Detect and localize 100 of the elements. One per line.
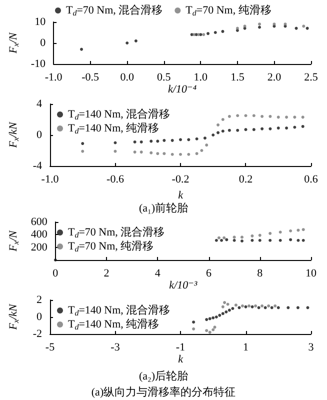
point [162, 138, 166, 142]
point [248, 304, 251, 308]
x-tick-label: -1.0 [44, 72, 63, 84]
point [240, 236, 244, 239]
x-tick-label: 2.0 [267, 72, 282, 84]
point [80, 48, 84, 51]
point [226, 302, 230, 306]
point [179, 138, 182, 142]
point [221, 312, 224, 316]
point [205, 318, 208, 322]
x-tick-label: 4 [154, 268, 161, 280]
y-tick-label: 200 [30, 241, 48, 254]
point [218, 314, 222, 317]
point [268, 232, 272, 235]
point [214, 31, 217, 34]
point [208, 317, 212, 320]
point [258, 238, 262, 242]
x-tick-label: 1.0 [194, 72, 208, 84]
point [276, 116, 280, 119]
point [286, 306, 290, 310]
point [224, 310, 228, 314]
x-tick-label: -1.0 [41, 174, 60, 186]
point [221, 30, 224, 33]
y-tick-label: -4 [32, 160, 42, 172]
point [114, 150, 117, 153]
point [114, 141, 117, 144]
y-tick-label: 2 [36, 294, 42, 306]
point [208, 330, 212, 334]
x-tick-label: 0.0 [120, 72, 134, 84]
point [214, 316, 218, 318]
x-tick-label: 1.5 [230, 72, 245, 84]
point [205, 144, 208, 147]
y-tick-label: 600 [30, 216, 48, 228]
point [250, 234, 254, 238]
point [150, 151, 153, 154]
x-axis-title: k [178, 189, 184, 202]
point [278, 230, 282, 234]
text: (a₁)前轮胎 [138, 202, 188, 214]
x-tick-label: -0.6 [106, 174, 124, 186]
x-tick-label: 8 [257, 268, 264, 280]
point [133, 140, 136, 144]
y-axis-title: Fx/N [8, 230, 20, 252]
point [195, 137, 198, 140]
point [258, 22, 262, 26]
point [228, 114, 231, 118]
point [192, 320, 196, 324]
point [205, 329, 208, 332]
point [240, 240, 244, 242]
x-tick-label: 0.2 [238, 174, 253, 186]
point [276, 306, 280, 310]
point [214, 238, 218, 242]
point [285, 116, 288, 119]
point [192, 327, 196, 330]
point [150, 140, 153, 143]
x-tick-label: 6 [206, 268, 212, 280]
x-tick-label: -0.5 [82, 72, 100, 84]
point [236, 114, 240, 118]
point [296, 238, 300, 242]
point [285, 126, 288, 130]
point [140, 140, 143, 144]
point [221, 305, 224, 308]
point [187, 152, 190, 156]
x-tick-label: 0.6 [304, 174, 318, 186]
x-axis-title: k [178, 354, 184, 366]
point [244, 114, 248, 118]
x-tick-label: -0.2 [172, 174, 190, 186]
point [258, 26, 262, 29]
point [156, 152, 160, 156]
point [252, 114, 256, 118]
y-tick-label: 0 [36, 311, 42, 323]
point [221, 118, 224, 121]
x-tick-label: 2 [104, 268, 110, 280]
point [302, 24, 306, 28]
point [187, 138, 190, 142]
point [306, 306, 310, 310]
point [126, 42, 129, 44]
point [216, 131, 220, 134]
y-tick-label: 400 [30, 228, 48, 241]
point [289, 238, 292, 242]
point [81, 150, 84, 153]
point [240, 304, 244, 308]
point [301, 116, 304, 119]
point [270, 306, 274, 310]
point [223, 301, 226, 304]
point [170, 138, 174, 142]
point [162, 152, 166, 156]
point [156, 140, 160, 143]
y-tick-label: -2 [32, 328, 42, 340]
x-tick-label: 0.5 [157, 72, 172, 84]
point [301, 124, 304, 128]
point [232, 238, 236, 242]
point [250, 305, 254, 308]
point [293, 116, 296, 119]
point [236, 128, 240, 132]
x-tick-label: 0 [52, 268, 59, 280]
point [195, 152, 198, 156]
point [250, 238, 254, 242]
x-tick-label: 3 [308, 342, 314, 354]
point [260, 127, 264, 130]
point [213, 326, 216, 329]
